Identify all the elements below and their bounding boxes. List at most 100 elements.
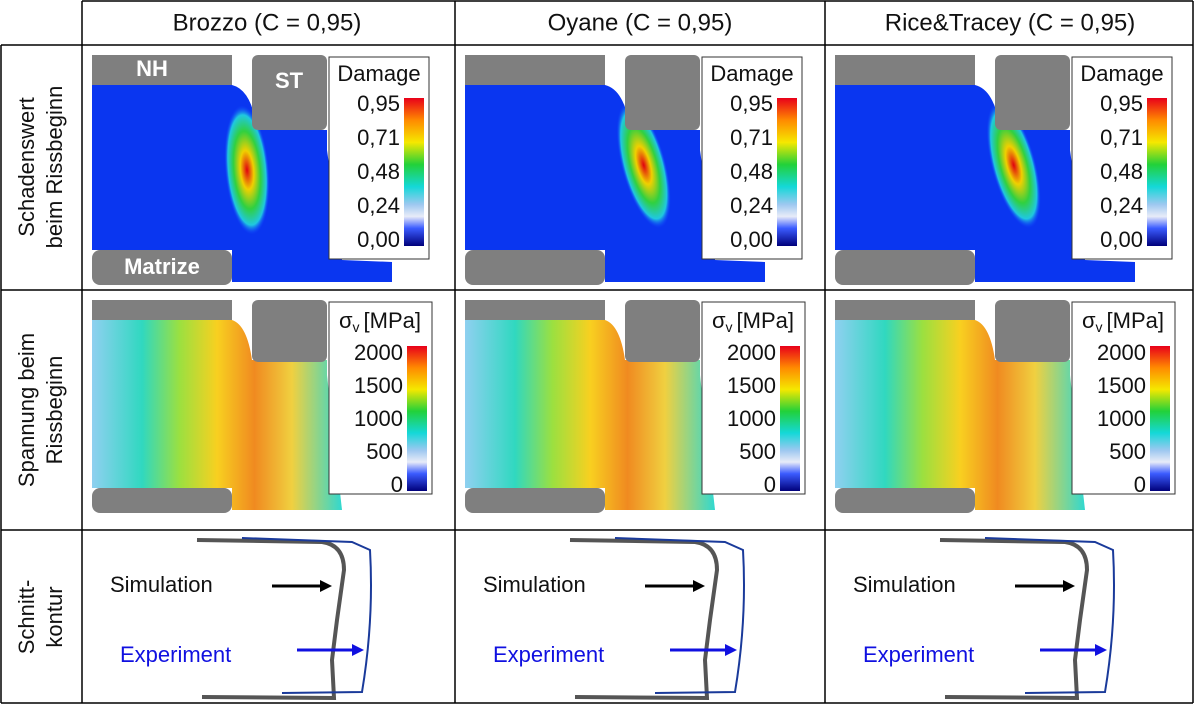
- legend-tick: 0,24: [357, 193, 400, 218]
- legend-subscript: v: [1096, 319, 1103, 335]
- workpiece: [835, 85, 1135, 282]
- colorbar: [404, 98, 424, 246]
- experiment-contour: [241, 537, 372, 694]
- tool-nh: [92, 300, 232, 320]
- legend-tick: 1500: [727, 373, 776, 398]
- legend-tick: 2000: [1097, 340, 1146, 365]
- legend-tick: 0,24: [730, 193, 773, 218]
- legend-tick: 500: [739, 439, 776, 464]
- tool-matrize: [92, 488, 232, 513]
- legend-tick: 0,71: [357, 125, 400, 150]
- arrow-head: [320, 580, 332, 592]
- legend-tick: 0,95: [730, 91, 773, 116]
- damage-hotspot: [986, 102, 1041, 229]
- legend-title: Damage: [1080, 61, 1163, 86]
- legend-title: σv [MPa]: [339, 308, 421, 335]
- legend-subscript: v: [726, 319, 733, 335]
- legend-tick: 1500: [1097, 373, 1146, 398]
- legend-unit: [MPa]: [364, 308, 421, 333]
- arrow-head: [1063, 580, 1075, 592]
- arrow-head: [725, 644, 737, 656]
- row-label: Schadenswert: [14, 97, 39, 236]
- tool-nh: [465, 55, 605, 85]
- legend-tick: 0,00: [1100, 227, 1143, 252]
- column-header: Brozzo (C = 0,95): [173, 9, 362, 36]
- tool-st: [625, 300, 700, 362]
- workpiece-stress: [92, 320, 342, 510]
- row-label: Rissbeginn: [42, 356, 67, 465]
- row-label: kontur: [42, 586, 67, 647]
- legend-tick: 1500: [354, 373, 403, 398]
- experiment-contour: [984, 537, 1115, 694]
- legend-title: Damage: [710, 61, 793, 86]
- column-header: Oyane (C = 0,95): [548, 9, 733, 36]
- tool-matrize: [465, 488, 605, 513]
- colorbar: [407, 346, 427, 491]
- legend-symbol: σ: [712, 308, 726, 333]
- legend-tick: 0,71: [730, 125, 773, 150]
- contour-label: Simulation: [853, 572, 956, 597]
- colorbar: [1147, 98, 1167, 246]
- simulation-contour: [569, 538, 720, 701]
- legend-tick: 2000: [727, 340, 776, 365]
- tool-matrize: [835, 250, 975, 285]
- legend-subscript: v: [353, 319, 360, 335]
- tool-st: [995, 55, 1070, 130]
- legend-symbol: σ: [339, 308, 353, 333]
- tool-st: [995, 300, 1070, 362]
- colorbar: [777, 98, 797, 246]
- legend-title: σv [MPa]: [1082, 308, 1164, 335]
- contour-label: Experiment: [493, 642, 604, 667]
- column-header: Rice&Tracey (C = 0,95): [885, 9, 1136, 36]
- legend-tick: 0,00: [730, 227, 773, 252]
- simulation-contour: [196, 538, 347, 701]
- tool-matrize: [465, 250, 605, 285]
- legend-tick: 0,95: [357, 91, 400, 116]
- legend-tick: 0: [391, 472, 403, 497]
- legend-tick: 1000: [727, 406, 776, 431]
- legend-title: Damage: [337, 61, 420, 86]
- arrow-head: [693, 580, 705, 592]
- colorbar: [1150, 346, 1170, 491]
- tool-st: [252, 55, 327, 130]
- legend-tick: 1000: [354, 406, 403, 431]
- colorbar: [780, 346, 800, 491]
- simulation-contour: [939, 538, 1090, 701]
- tool-st: [625, 55, 700, 130]
- row-label: beim Rissbeginn: [42, 86, 67, 249]
- legend-title: σv [MPa]: [712, 308, 794, 335]
- legend-tick: 0,71: [1100, 125, 1143, 150]
- tool-nh: [92, 55, 232, 85]
- legend-tick: 0,95: [1100, 91, 1143, 116]
- legend-tick: 0: [764, 472, 776, 497]
- tool-matrize: [835, 488, 975, 513]
- legend-symbol: σ: [1082, 308, 1096, 333]
- contour-label: Experiment: [120, 642, 231, 667]
- contour-label: Simulation: [110, 572, 213, 597]
- workpiece-stress: [465, 320, 715, 510]
- tool-matrize: [92, 250, 232, 285]
- tool-nh: [465, 300, 605, 320]
- row-label: Schnitt-: [14, 580, 39, 655]
- damage-hotspot: [616, 102, 671, 229]
- tool-label: ST: [275, 68, 304, 93]
- workpiece: [465, 85, 765, 282]
- workpiece-stress: [835, 320, 1085, 510]
- legend-tick: 500: [366, 439, 403, 464]
- damage-hotspot: [224, 105, 270, 235]
- contour-label: Simulation: [483, 572, 586, 597]
- arrow-head: [352, 644, 364, 656]
- legend-tick: 0,48: [357, 159, 400, 184]
- legend-tick: 1000: [1097, 406, 1146, 431]
- legend-tick: 0,48: [1100, 159, 1143, 184]
- legend-tick: 0,24: [1100, 193, 1143, 218]
- legend-unit: [MPa]: [1107, 308, 1164, 333]
- tool-st: [252, 300, 327, 362]
- experiment-contour: [614, 537, 745, 694]
- tool-nh: [835, 300, 975, 320]
- tool-label: Matrize: [124, 254, 200, 279]
